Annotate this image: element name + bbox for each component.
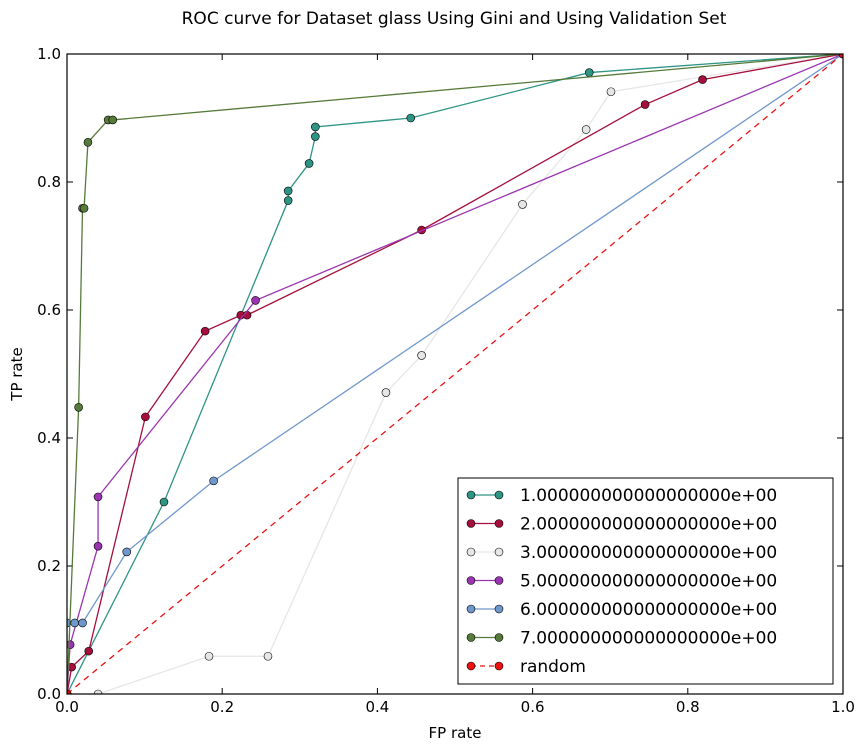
legend-label: 6.000000000000000000e+00 — [520, 600, 777, 620]
data-point — [606, 87, 616, 97]
x-tick-label: 1.0 — [831, 698, 855, 716]
data-point — [584, 68, 594, 77]
legend-marker — [466, 576, 476, 585]
legend-item: 1.000000000000000000e+00 — [466, 486, 777, 506]
x-tick-label: 0.4 — [365, 698, 389, 716]
data-point — [200, 326, 210, 336]
y-tick-label: 0.0 — [37, 685, 61, 703]
plot-frame — [66, 53, 844, 695]
legend-item: 5.000000000000000000e+00 — [466, 572, 777, 592]
data-point — [304, 159, 314, 168]
series-line — [67, 54, 843, 694]
legend-label: 2.000000000000000000e+00 — [520, 515, 777, 535]
series-line — [67, 54, 843, 694]
data-point — [283, 196, 293, 205]
series-line — [67, 54, 843, 694]
legend-marker — [494, 633, 504, 642]
data-point — [311, 132, 320, 141]
legend-marker — [466, 547, 476, 557]
data-point — [159, 497, 169, 507]
legend-marker — [466, 604, 476, 614]
series-class-2 — [67, 54, 843, 694]
data-point — [283, 186, 293, 196]
data-point — [70, 618, 80, 628]
x-tick-label: 0.0 — [55, 698, 79, 716]
legend-box — [457, 477, 834, 685]
legend-marker — [494, 547, 504, 557]
y-axis-label: TP rate — [8, 347, 26, 401]
series-class-5 — [67, 54, 843, 694]
legend-item: 7.000000000000000000e+00 — [466, 629, 777, 649]
series-random — [67, 54, 843, 694]
legend-label: 7.000000000000000000e+00 — [520, 629, 777, 649]
data-point — [78, 618, 87, 628]
data-point — [381, 388, 391, 397]
legend: 1.000000000000000000e+00 2.00000000000000… — [457, 477, 834, 685]
legend-marker — [494, 661, 504, 671]
y-tick-label: 0.2 — [37, 557, 61, 575]
y-tick-label: 0.8 — [37, 173, 61, 191]
series-layer — [67, 54, 843, 694]
y-tick-label: 0.4 — [37, 429, 61, 447]
legend-marker — [466, 519, 476, 528]
legend-label: 5.000000000000000000e+00 — [520, 572, 777, 592]
legend-marker — [494, 519, 504, 528]
data-point — [83, 138, 93, 147]
legend-marker — [466, 633, 476, 642]
random-endpoints — [67, 54, 843, 694]
data-point — [93, 541, 103, 551]
data-point — [67, 689, 72, 694]
data-point — [263, 651, 273, 661]
legend-label: 1.000000000000000000e+00 — [520, 486, 777, 506]
data-point — [251, 296, 260, 305]
x-tick-label: 0.2 — [210, 698, 234, 716]
legend-marker — [494, 576, 504, 585]
data-point — [311, 122, 320, 132]
x-tick-label: 0.8 — [676, 698, 700, 716]
legend-item: random — [466, 657, 586, 677]
legend-label: 3.000000000000000000e+00 — [520, 543, 777, 563]
data-point — [108, 115, 118, 125]
chart-title: ROC curve for Dataset glass Using Gini a… — [182, 9, 727, 29]
legend-marker — [466, 661, 476, 671]
data-point — [581, 125, 591, 134]
legend-item: 2.000000000000000000e+00 — [466, 515, 777, 535]
legend-item: 3.000000000000000000e+00 — [466, 543, 777, 563]
series-class-1 — [67, 54, 843, 694]
y-tick-label: 1.0 — [37, 45, 61, 63]
data-point — [79, 203, 89, 213]
data-point — [417, 351, 426, 360]
legend-label: random — [520, 657, 586, 677]
legend-marker — [494, 604, 504, 614]
series-line — [67, 54, 843, 694]
data-point — [209, 476, 218, 486]
data-point — [698, 75, 707, 84]
x-axis-label: FP rate — [429, 724, 482, 742]
data-point — [93, 492, 103, 502]
data-point — [93, 689, 103, 694]
plot-area — [67, 54, 843, 694]
x-tick-label: 0.6 — [521, 698, 545, 716]
legend-marker — [494, 490, 504, 500]
series-class-0 — [67, 54, 843, 694]
legend-marker — [466, 490, 476, 500]
data-point — [838, 54, 843, 59]
legend-item: 6.000000000000000000e+00 — [466, 600, 777, 620]
data-point — [204, 651, 214, 661]
data-point — [74, 402, 83, 412]
data-point — [141, 412, 150, 422]
y-tick-label: 0.6 — [37, 301, 61, 319]
data-point — [84, 646, 94, 656]
data-point — [122, 547, 132, 557]
data-point — [518, 200, 527, 209]
data-point — [640, 100, 650, 109]
data-point — [406, 113, 416, 123]
